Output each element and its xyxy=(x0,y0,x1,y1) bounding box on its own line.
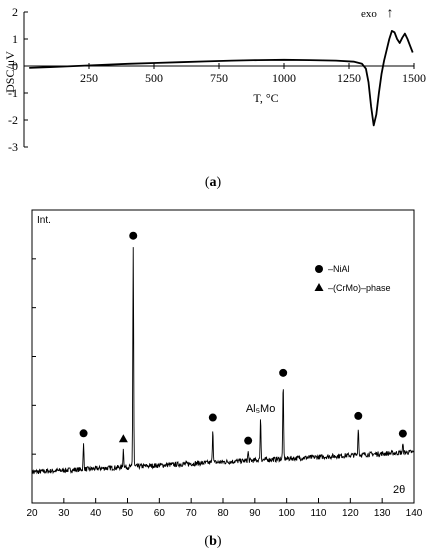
xrd-series xyxy=(31,247,415,475)
x-tick-label: 1000 xyxy=(272,71,296,85)
x-tick-label: 750 xyxy=(210,71,228,85)
nial-peak-marker xyxy=(79,429,88,438)
legend-triangle-marker xyxy=(314,283,324,291)
x-tick-label: 40 xyxy=(90,508,102,519)
xrd-chart: 20 30 40 50 60 70 80 90 100 110 120 130 140 Int. 2θ … xyxy=(26,209,423,549)
panel-label-b: (b) xyxy=(204,534,221,549)
x-tick-label: 50 xyxy=(122,508,134,519)
y-tick-label: 1 xyxy=(12,32,18,46)
x-tick-label: 100 xyxy=(278,508,295,519)
x-tick-label: 110 xyxy=(311,508,327,519)
y-tick-label: 0 xyxy=(12,59,18,73)
exo-arrow-icon: ↑ xyxy=(387,6,394,21)
x-tick-label: 130 xyxy=(374,508,391,519)
panel-label-a: (a) xyxy=(205,175,222,190)
phase-markers xyxy=(79,231,407,445)
y-tick-label: 2 xyxy=(12,5,18,19)
x-tick-label: 500 xyxy=(145,71,163,85)
x-axis: 20 30 40 50 60 70 80 90 100 110 120 130 140 xyxy=(26,498,423,519)
x-tick-label: 120 xyxy=(342,508,359,519)
nial-peak-marker xyxy=(244,436,253,445)
x-tick-label: 140 xyxy=(406,508,423,519)
nial-peak-marker xyxy=(354,411,363,420)
y-tick-label: -2 xyxy=(8,113,18,127)
dsc-chart: -3 -2 -1 0 1 2 250 500 750 1000 1250 1500 DSC/μV T… xyxy=(3,5,426,190)
legend-label-nial: –NiAl xyxy=(328,264,350,274)
nial-peak-marker xyxy=(279,368,288,377)
x-tick-label: 60 xyxy=(154,508,166,519)
legend-label-crmo: –(CrMo)–phase xyxy=(328,283,391,293)
y-axis-label: Int. xyxy=(37,215,51,226)
x-axis: 250 500 750 1000 1250 1500 xyxy=(24,63,426,85)
y-tick-label: -1 xyxy=(8,86,18,100)
exo-annotation: exo xyxy=(361,8,377,20)
x-tick-label: 90 xyxy=(249,508,261,519)
x-tick-label: 250 xyxy=(80,71,98,85)
x-tick-label: 80 xyxy=(217,508,229,519)
x-tick-label: 1250 xyxy=(337,71,361,85)
x-axis-label: T, °C xyxy=(253,91,278,105)
y-ticks xyxy=(32,258,36,455)
crmo-peak-marker xyxy=(118,434,128,443)
x-tick-label: 20 xyxy=(26,508,38,519)
legend-circle-marker xyxy=(315,265,323,273)
dsc-line xyxy=(29,29,414,127)
x-tick-label: 30 xyxy=(58,508,70,519)
legend: –NiAl –(CrMo)–phase xyxy=(314,264,391,293)
y-tick-label: -3 xyxy=(8,140,18,154)
x-axis-label: 2θ xyxy=(393,484,405,496)
x-tick-label: 1500 xyxy=(402,71,426,85)
nial-peak-marker xyxy=(398,429,407,438)
nial-peak-marker xyxy=(208,413,217,422)
y-axis-label: DSC/μV xyxy=(3,51,17,93)
peak-annotation-al5mo: Al₅Mo xyxy=(246,403,276,415)
xrd-line xyxy=(31,247,415,475)
nial-peak-marker xyxy=(129,231,138,240)
plot-frame xyxy=(31,209,415,504)
dsc-series xyxy=(29,29,414,127)
x-tick-label: 70 xyxy=(186,508,198,519)
